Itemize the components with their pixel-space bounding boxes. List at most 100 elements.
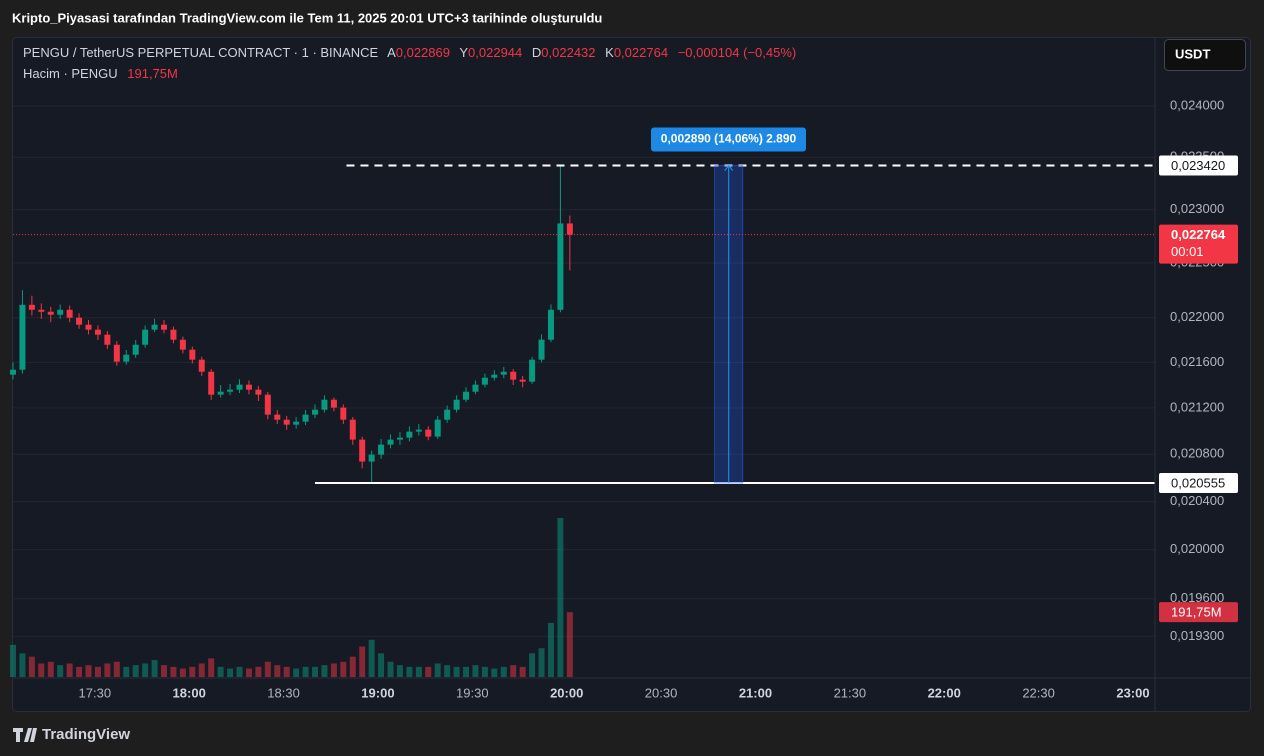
- x-tick-label: 19:30: [456, 685, 489, 700]
- candle: [293, 417, 300, 429]
- body: [529, 359, 536, 382]
- body: [378, 444, 385, 455]
- volume-bar: [349, 656, 356, 677]
- candle: [396, 432, 403, 445]
- body: [208, 371, 215, 395]
- candle: [463, 387, 470, 403]
- body: [491, 374, 498, 378]
- change: −0,000104 (−0,45%): [678, 45, 797, 60]
- volume-bar: [189, 666, 196, 677]
- body: [66, 309, 73, 318]
- candle: [481, 373, 488, 388]
- body: [359, 439, 366, 462]
- body: [472, 384, 479, 392]
- candle: [330, 397, 337, 412]
- body: [113, 344, 120, 362]
- candle: [453, 395, 460, 413]
- chart-pane: [12, 37, 1251, 712]
- body: [340, 407, 347, 420]
- symbol: PENGU / TetherUS PERPETUAL CONTRACT · 1 …: [23, 45, 378, 60]
- volume-bar: [217, 666, 224, 677]
- body: [434, 419, 441, 437]
- ohlc-name: D: [532, 45, 541, 60]
- body: [245, 384, 252, 390]
- body: [142, 329, 149, 345]
- candle: [76, 313, 83, 329]
- x-tick-label: 18:00: [173, 685, 206, 700]
- candle: [94, 325, 101, 340]
- ohlc-name: Y: [459, 45, 468, 60]
- y-tick-label: 0,023000: [1170, 201, 1224, 216]
- y-tick-label: 0,021200: [1170, 399, 1224, 414]
- ohlc-value: 0,022432: [541, 45, 595, 60]
- volume-bar: [368, 639, 375, 677]
- candle: [500, 366, 507, 379]
- candle: [123, 350, 130, 365]
- ohlc-value: 0,022944: [468, 45, 522, 60]
- volume-bar: [94, 666, 101, 677]
- candle: [19, 290, 26, 374]
- level-label: 0,020555: [1171, 475, 1225, 490]
- body: [547, 309, 554, 340]
- candle: [415, 423, 422, 436]
- volume-value: 191,75M: [127, 66, 178, 81]
- currency-button[interactable]: [1164, 39, 1246, 71]
- candle: [264, 391, 271, 420]
- body: [510, 371, 517, 380]
- candle: [57, 304, 64, 319]
- body: [170, 329, 177, 340]
- candle: [170, 326, 177, 344]
- volume-bar: [142, 663, 149, 677]
- current-price-label: 0,022764: [1171, 227, 1226, 242]
- candle: [302, 410, 309, 426]
- grid: [13, 105, 1155, 637]
- body: [330, 399, 337, 408]
- body: [453, 399, 460, 410]
- body: [312, 409, 319, 415]
- volume-badge: [1159, 602, 1238, 623]
- volume-bar: [340, 661, 347, 677]
- body: [481, 377, 488, 385]
- x-tick-label: 21:00: [739, 685, 772, 700]
- candle: [340, 404, 347, 424]
- current-price-badge: [1159, 224, 1238, 264]
- body: [387, 439, 394, 445]
- body: [415, 429, 422, 432]
- candle: [189, 346, 196, 364]
- candle: [321, 395, 328, 413]
- body: [85, 324, 92, 330]
- x-tick-label: 17:30: [79, 685, 112, 700]
- ohlc-name: K: [605, 45, 614, 60]
- volume-bar: [415, 666, 422, 677]
- x-tick-label: 22:00: [928, 685, 961, 700]
- volume-bar: [406, 666, 413, 677]
- body: [57, 309, 64, 315]
- body: [444, 409, 451, 420]
- volume-bar: [538, 648, 545, 677]
- volume-bar: [293, 668, 300, 677]
- candle: [255, 386, 262, 401]
- candle: [274, 410, 281, 424]
- countdown: 00:01: [1171, 244, 1204, 259]
- x-tick-label: 23:00: [1116, 685, 1149, 700]
- tv-logo: [13, 728, 37, 742]
- volume-bar: [321, 665, 328, 677]
- volume-bar: [283, 666, 290, 677]
- body: [198, 359, 205, 372]
- candle: [151, 318, 158, 333]
- currency-label[interactable]: USDT: [1175, 46, 1210, 61]
- volume-bar: [85, 665, 92, 677]
- candle: [434, 415, 441, 440]
- candle: [519, 375, 526, 388]
- candle: [368, 450, 375, 484]
- candles: [10, 165, 573, 484]
- body: [406, 431, 413, 438]
- volume-bar: [529, 653, 536, 677]
- candle: [472, 380, 479, 395]
- body: [19, 304, 26, 370]
- logo-mark: [13, 728, 37, 742]
- axes: 17:30 18:00 18:30 19:00 19:30 20:00 20:30 21:00…: [79, 97, 1225, 700]
- level-badge: [1159, 155, 1238, 176]
- body: [293, 421, 300, 425]
- candle: [529, 356, 536, 384]
